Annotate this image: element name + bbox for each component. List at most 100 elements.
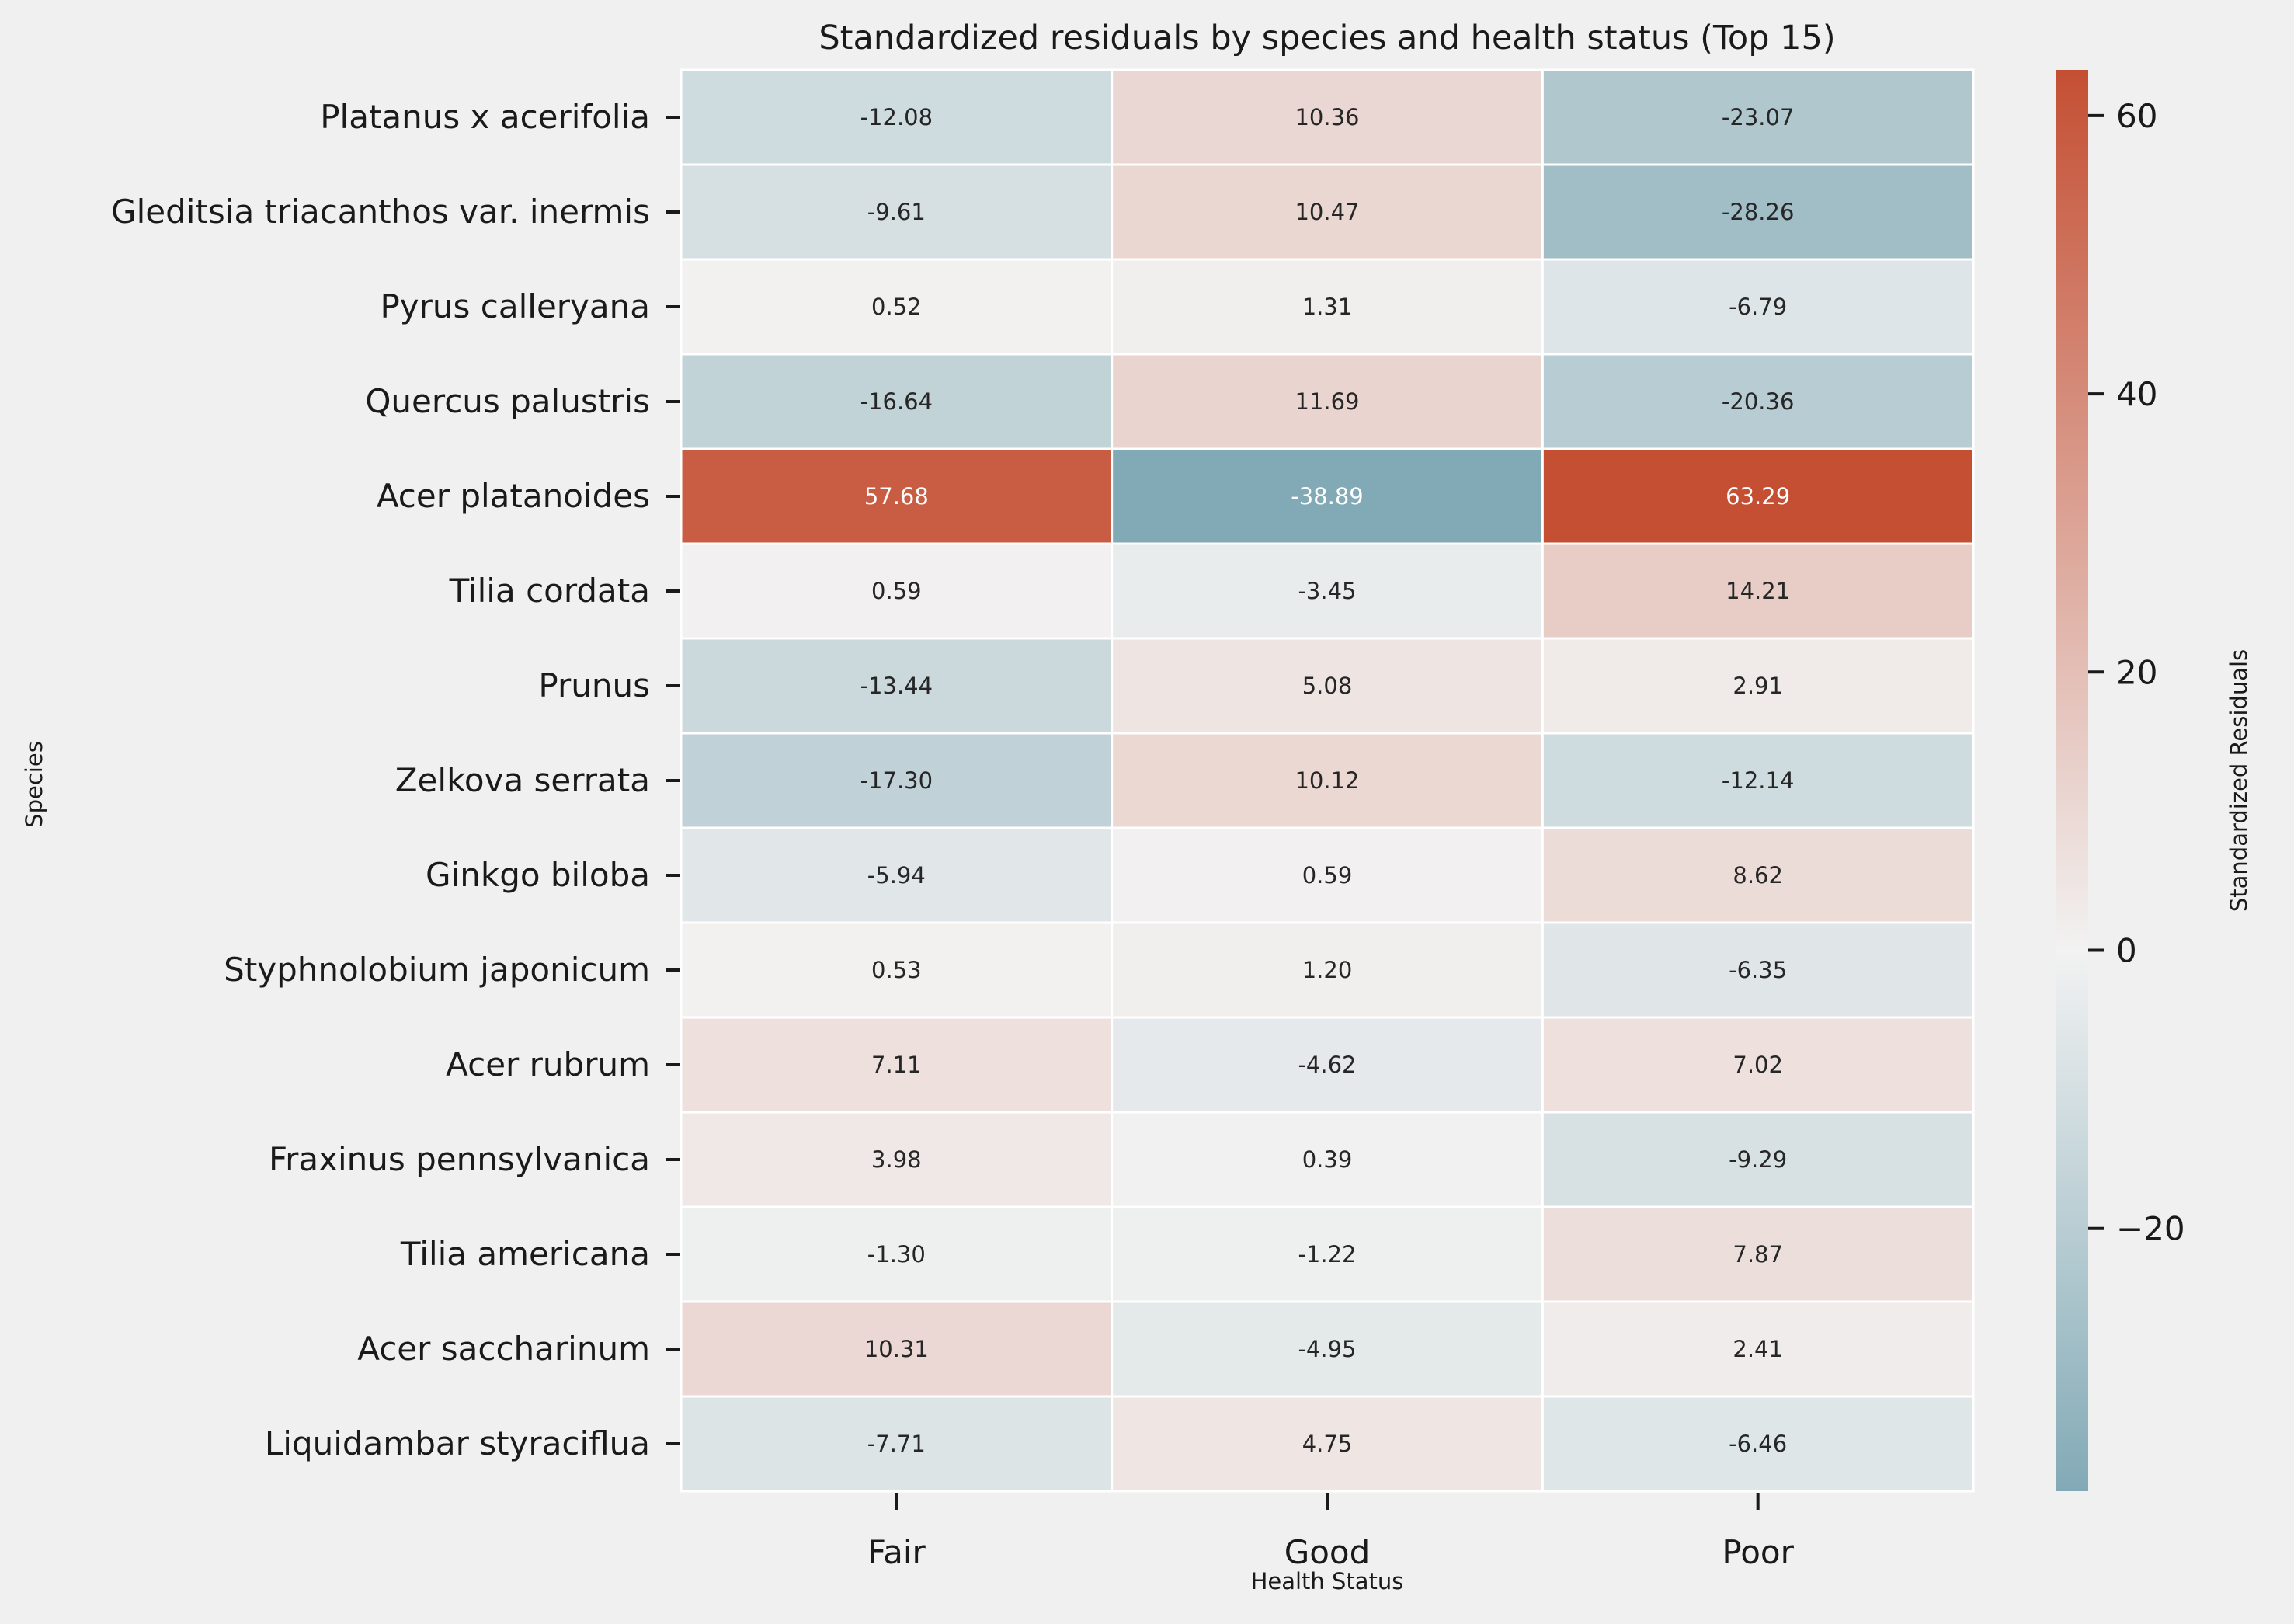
cell-value-label: 0.39	[1302, 1146, 1353, 1173]
heatmap-cell	[1541, 1300, 1975, 1398]
colorbar-label: Standardized Residuals	[2226, 649, 2252, 912]
cell-value-label: -13.44	[860, 673, 933, 699]
heatmap-cell	[680, 1016, 1114, 1114]
heatmap-cell	[680, 68, 1114, 166]
heatmap-cell	[680, 542, 1114, 640]
colorbar-tick-label: 20	[2116, 653, 2157, 691]
y-tick-label: Platanus x acerifolia	[320, 98, 650, 136]
y-tick-label: Quercus palustris	[365, 382, 650, 420]
cell-value-label: 0.59	[871, 578, 922, 604]
heatmap-cell	[1541, 353, 1975, 450]
cell-value-label: -20.36	[1722, 388, 1795, 415]
cell-value-label: 3.98	[871, 1146, 922, 1173]
cell-value-label: 7.02	[1733, 1052, 1783, 1078]
cell-value-label: -16.64	[860, 388, 933, 415]
chart-title: Standardized residuals by species and he…	[819, 19, 1835, 57]
cell-value-label: -6.35	[1729, 957, 1787, 983]
cell-value-label: 7.87	[1733, 1241, 1783, 1268]
heatmap-cell	[1111, 68, 1544, 166]
colorbar-gradient	[2056, 70, 2088, 1491]
colorbar-tick-label: 0	[2116, 931, 2137, 969]
heatmap-cell	[1111, 1205, 1544, 1303]
heatmap-cell	[1541, 163, 1975, 261]
y-tick-label: Tilia cordata	[449, 572, 650, 610]
heatmap-cell	[1111, 258, 1544, 356]
cell-value-label: -6.46	[1729, 1431, 1787, 1457]
y-axis: Platanus x acerifolia Gleditsia triacanth…	[111, 98, 680, 1462]
cell-value-label: 1.31	[1302, 294, 1353, 320]
cell-value-label: 10.12	[1295, 767, 1359, 794]
heatmap-cell	[1111, 732, 1544, 829]
y-tick-label: Pyrus calleryana	[380, 287, 650, 325]
cell-value-label: -1.22	[1298, 1241, 1356, 1268]
x-tick-label: Poor	[1722, 1533, 1794, 1571]
heatmap-cell	[1541, 826, 1975, 924]
cell-value-label: -4.95	[1298, 1336, 1356, 1362]
y-tick-label: Zelkova serrata	[395, 761, 650, 799]
cell-value-label: -7.71	[867, 1431, 926, 1457]
y-tick-label: Tilia americana	[400, 1235, 650, 1273]
cell-value-label: -17.30	[860, 767, 933, 794]
y-tick-label: Gleditsia triacanthos var. inermis	[111, 193, 650, 231]
cell-value-label: -4.62	[1298, 1052, 1356, 1078]
y-tick-label: Styphnolobium japonicum	[224, 951, 650, 989]
cell-value-label: 4.75	[1302, 1431, 1353, 1457]
heatmap-cell	[680, 637, 1114, 735]
cell-value-label: 1.20	[1302, 957, 1353, 983]
cell-value-label: -9.29	[1729, 1146, 1787, 1173]
cell-value-label: 10.31	[864, 1336, 929, 1362]
cell-value-label: -23.07	[1722, 104, 1795, 130]
heatmap-cell	[680, 353, 1114, 450]
cell-value-label: 5.08	[1302, 673, 1353, 699]
cell-value-label: -5.94	[867, 862, 926, 889]
y-tick-label: Acer platanoides	[377, 477, 650, 515]
colorbar-tick-label: 40	[2116, 375, 2157, 413]
y-tick-label: Acer rubrum	[446, 1045, 650, 1083]
heatmap-cell	[1541, 1395, 1975, 1493]
y-tick-label: Prunus	[538, 666, 650, 704]
y-tick-label: Ginkgo biloba	[426, 856, 650, 894]
heatmap-cell	[1541, 1111, 1975, 1208]
heatmap-cell	[1111, 637, 1544, 735]
x-axis-label: Health Status	[1251, 1568, 1404, 1594]
y-tick-label: Fraxinus pennsylvanica	[269, 1140, 650, 1178]
cell-value-label: -6.79	[1729, 294, 1787, 320]
colorbar: 60 40 20 0 −20	[2056, 70, 2185, 1491]
cell-value-label: 63.29	[1726, 483, 1790, 509]
cell-value-label: 8.62	[1733, 862, 1783, 889]
colorbar-tick-label: 60	[2116, 97, 2157, 135]
x-axis: Fair Good Poor	[867, 1493, 1795, 1571]
cell-value-label: 11.69	[1295, 388, 1359, 415]
cell-value-label: 7.11	[871, 1052, 922, 1078]
cell-value-label: 2.41	[1733, 1336, 1783, 1362]
heatmap-cell	[1111, 447, 1544, 545]
heatmap-cell	[1541, 921, 1975, 1019]
heatmap-cell	[1541, 637, 1975, 735]
heatmap-cell	[680, 826, 1114, 924]
cell-value-label: -3.45	[1298, 578, 1356, 604]
x-tick-label: Good	[1284, 1533, 1371, 1571]
cell-value-label: -1.30	[867, 1241, 926, 1268]
cell-value-label: -12.08	[860, 104, 933, 130]
heatmap-cell	[680, 732, 1114, 829]
cell-value-label: 2.91	[1733, 673, 1783, 699]
heatmap-cell	[680, 921, 1114, 1019]
heatmap-cell	[1541, 447, 1975, 545]
cell-value-label: -12.14	[1722, 767, 1795, 794]
heatmap-cell	[1541, 732, 1975, 829]
heatmap-cell	[680, 1205, 1114, 1303]
y-tick-label: Liquidambar styraciflua	[265, 1424, 650, 1462]
cell-value-label: -9.61	[867, 199, 926, 225]
heatmap-cell	[1541, 542, 1975, 640]
heatmap-cell	[1111, 542, 1544, 640]
cell-value-label: 10.36	[1295, 104, 1359, 130]
heatmap-cell	[1541, 1205, 1975, 1303]
heatmap-cell	[680, 1300, 1114, 1398]
heatmap-cell	[1541, 1016, 1975, 1114]
x-tick-label: Fair	[867, 1533, 926, 1571]
cell-value-label: -38.89	[1291, 483, 1364, 509]
cell-value-label: 0.59	[1302, 862, 1353, 889]
heatmap-cell	[680, 163, 1114, 261]
